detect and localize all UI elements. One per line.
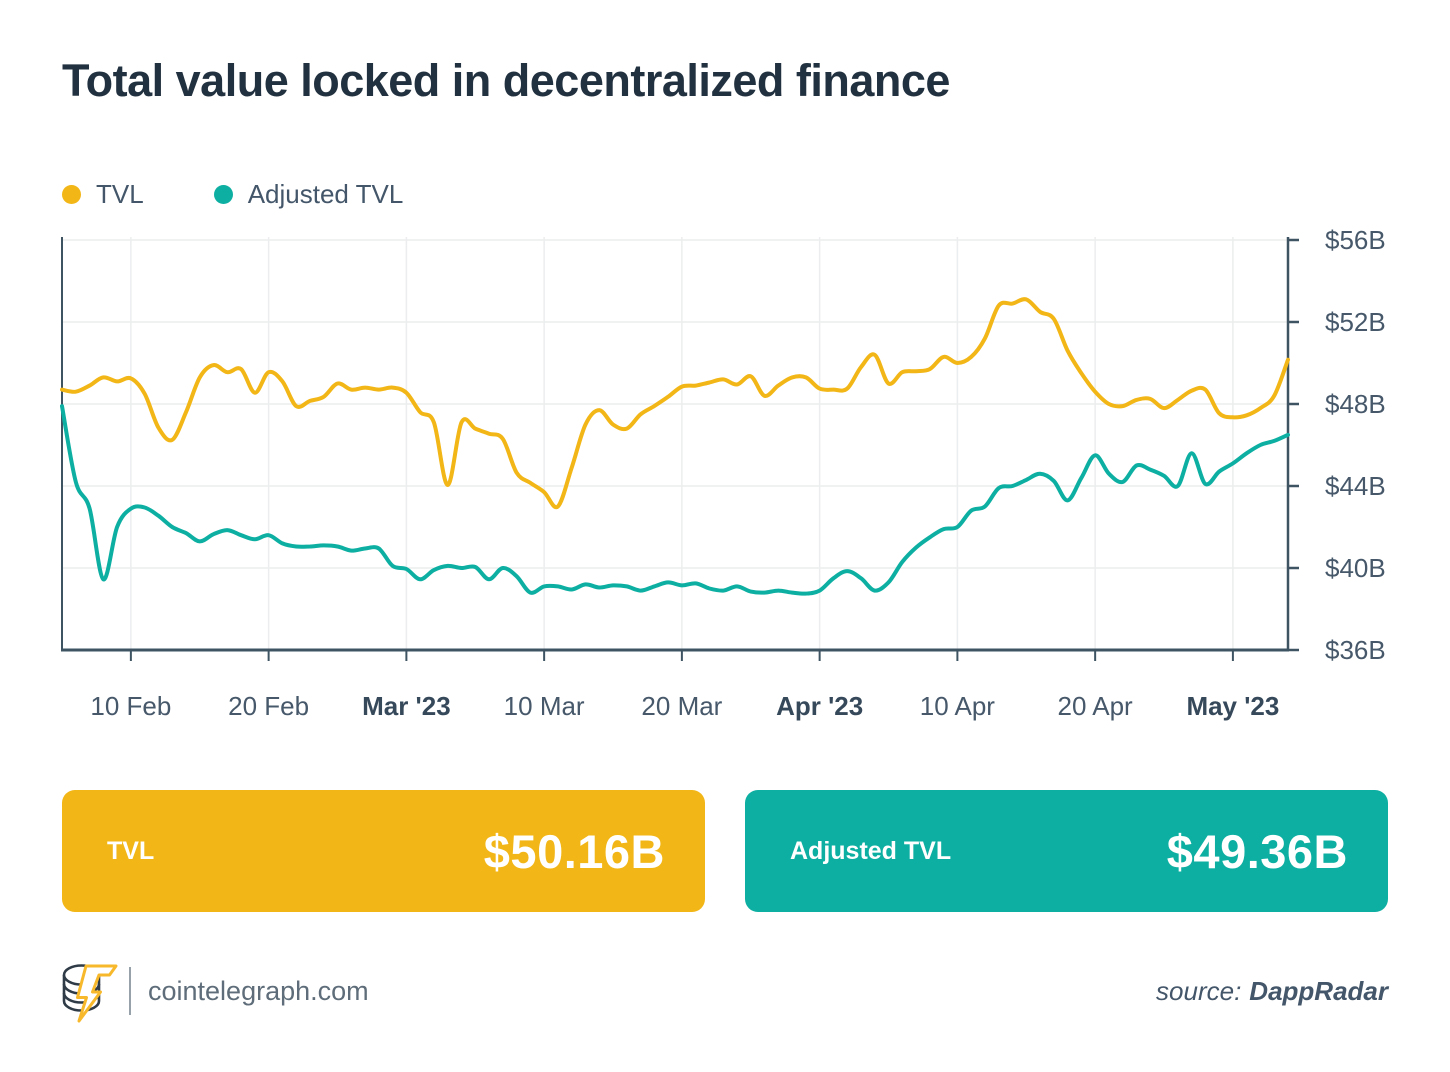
adjusted-tvl-dot-icon	[213, 185, 233, 204]
y-tick-label: $36B	[1325, 635, 1386, 665]
adjusted-tvl-badge-label: Adjusted TVL	[790, 836, 952, 865]
legend-label-tvl: TVL	[96, 179, 144, 209]
x-tick-label: 20 Mar	[641, 691, 722, 721]
x-tick-label: 10 Mar	[504, 691, 585, 721]
y-tick-label: $40B	[1325, 553, 1386, 583]
source-prefix: source:	[1156, 976, 1242, 1006]
page-title: Total value locked in decentralized fina…	[62, 55, 950, 106]
chart-legend: TVL Adjusted TVL	[62, 179, 403, 210]
y-tick-label: $52B	[1325, 307, 1386, 337]
legend-label-adjusted-tvl: Adjusted TVL	[247, 179, 404, 209]
tvl-badge-value: $50.16B	[483, 824, 665, 878]
source-name: DappRadar	[1249, 976, 1388, 1006]
x-tick-label: 20 Feb	[228, 691, 309, 721]
adjusted-tvl-line	[60, 404, 1290, 596]
tvl-value-badge: TVL $50.16B	[62, 790, 705, 912]
adjusted-tvl-badge-value: $49.36B	[1166, 824, 1348, 878]
x-tick-label: 10 Apr	[920, 691, 996, 721]
x-tick-label: 20 Apr	[1058, 691, 1134, 721]
cointelegraph-logo-icon	[62, 964, 118, 1023]
y-tick-label: $44B	[1325, 471, 1386, 501]
y-tick-label: $48B	[1325, 389, 1386, 419]
x-tick-label: 10 Feb	[90, 691, 171, 721]
y-tick-label: $56B	[1325, 225, 1386, 255]
tvl-dot-icon	[62, 185, 81, 204]
tvl-badge-label: TVL	[107, 836, 155, 865]
x-tick-label: Apr '23	[776, 691, 863, 721]
footer-divider	[129, 967, 131, 1015]
legend-item-tvl: TVL	[62, 179, 144, 210]
adjusted-tvl-value-badge: Adjusted TVL $49.36B	[745, 790, 1388, 912]
legend-item-adjusted-tvl: Adjusted TVL	[213, 179, 404, 210]
footer-site-text: cointelegraph.com	[148, 976, 369, 1006]
tvl-line	[60, 297, 1290, 510]
footer-source-text: source: DappRadar	[1156, 976, 1388, 1007]
x-tick-label: May '23	[1186, 691, 1279, 721]
x-tick-label: Mar '23	[362, 691, 451, 721]
